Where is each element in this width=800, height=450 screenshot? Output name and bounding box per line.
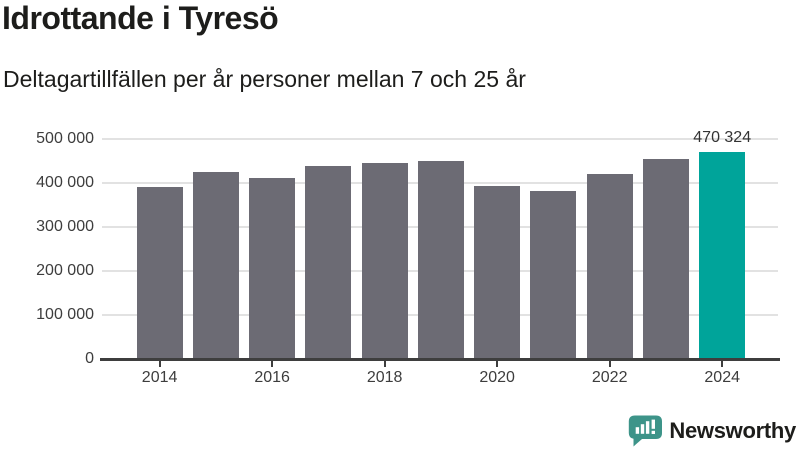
x-tick-label: 2022 xyxy=(591,369,628,386)
x-tick-label: 2014 xyxy=(141,369,178,386)
bar-2015 xyxy=(192,172,239,359)
y-tick-label: 100 000 xyxy=(36,306,94,323)
x-tick xyxy=(271,361,274,367)
bar-2016 xyxy=(249,178,296,359)
bar-2024 xyxy=(699,152,746,359)
bar-2023 xyxy=(642,158,689,359)
x-tick xyxy=(158,361,161,367)
newsworthy-icon xyxy=(629,415,663,447)
y-tick-label: 200 000 xyxy=(36,262,94,279)
newsworthy-wordmark: Newsworthy xyxy=(669,417,796,443)
x-tick-label: 2020 xyxy=(479,369,515,386)
x-tick-label: 2018 xyxy=(366,369,403,386)
x-tick xyxy=(383,361,386,367)
newsworthy-logo: Newsworthy xyxy=(627,414,796,447)
y-tick-label: 400 000 xyxy=(36,174,94,191)
y-tick-label: 500 000 xyxy=(36,130,94,147)
x-tick-label: 2024 xyxy=(704,369,740,386)
bar-2020 xyxy=(474,186,521,359)
x-tick xyxy=(496,361,499,367)
x-tick xyxy=(608,361,611,367)
highlight-value-label: 470 324 xyxy=(693,129,752,147)
bar-2022 xyxy=(586,174,633,359)
x-tick xyxy=(721,361,724,367)
bar-2018 xyxy=(361,163,408,359)
x-axis-line xyxy=(100,358,780,361)
bar-2021 xyxy=(530,191,577,359)
chart-subtitle: Deltagartillfällen per år personer mella… xyxy=(3,66,526,92)
bar-2014 xyxy=(136,187,183,359)
y-tick-label: 300 000 xyxy=(36,218,94,235)
bar-2019 xyxy=(417,161,464,359)
chart-title: Idrottande i Tyresö xyxy=(2,0,279,36)
gridline xyxy=(102,138,778,140)
x-tick-label: 2016 xyxy=(254,369,290,386)
y-tick-label: 0 xyxy=(85,350,94,367)
bar-chart-plot-area: 470 324 xyxy=(102,129,778,359)
bar-2017 xyxy=(305,166,352,359)
